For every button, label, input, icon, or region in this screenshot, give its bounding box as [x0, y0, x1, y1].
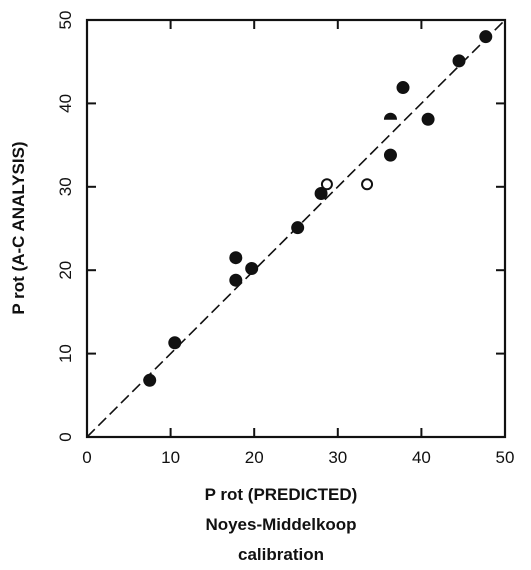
filled-data-point: [291, 221, 305, 235]
filled-data-point: [168, 336, 182, 350]
y-tick-label: 20: [56, 261, 75, 280]
y-tick-label: 40: [56, 94, 75, 113]
y-tick-label: 30: [56, 177, 75, 196]
filled-data-point: [421, 112, 435, 126]
x-axis-title: P rot (PREDICTED): [205, 485, 358, 504]
filled-data-point: [143, 373, 157, 387]
plot-frame: [85, 18, 507, 439]
y-tick-label: 0: [56, 432, 75, 441]
data-points: [143, 30, 493, 387]
x-tick-label: 0: [82, 448, 91, 467]
x-tick-label: 20: [245, 448, 264, 467]
y-tick-label: 10: [56, 344, 75, 363]
filled-data-point: [383, 148, 397, 162]
filled-data-point: [396, 81, 410, 95]
y-tick-label: 50: [56, 11, 75, 30]
filled-data-point: [452, 54, 466, 68]
x-tick-label: 50: [496, 448, 515, 467]
filled-data-point: [314, 186, 328, 200]
x-axis-subtitle-line-2: calibration: [238, 545, 324, 564]
filled-data-point: [229, 251, 243, 265]
x-tick-label: 30: [328, 448, 347, 467]
y-tick-labels: 0 10 20 30 40 50: [56, 11, 75, 442]
open-data-point: [320, 178, 333, 191]
plot-border: [85, 18, 507, 439]
filled-data-point: [229, 273, 243, 287]
x-tick-label: 10: [161, 448, 180, 467]
half-filled-data-point: [383, 112, 397, 120]
half-filled-data-point-top: [383, 112, 397, 120]
y-axis-title: P rot (A-C ANALYSIS): [9, 141, 28, 314]
x-tick-labels: 0 10 20 30 40 50: [82, 448, 514, 467]
open-data-point: [361, 178, 374, 191]
axis-ticks: [86, 19, 506, 438]
filled-data-point: [245, 262, 259, 276]
filled-data-point: [479, 30, 493, 44]
x-axis-subtitle-line-1: Noyes-Middelkoop: [205, 515, 356, 534]
x-tick-label: 40: [412, 448, 431, 467]
